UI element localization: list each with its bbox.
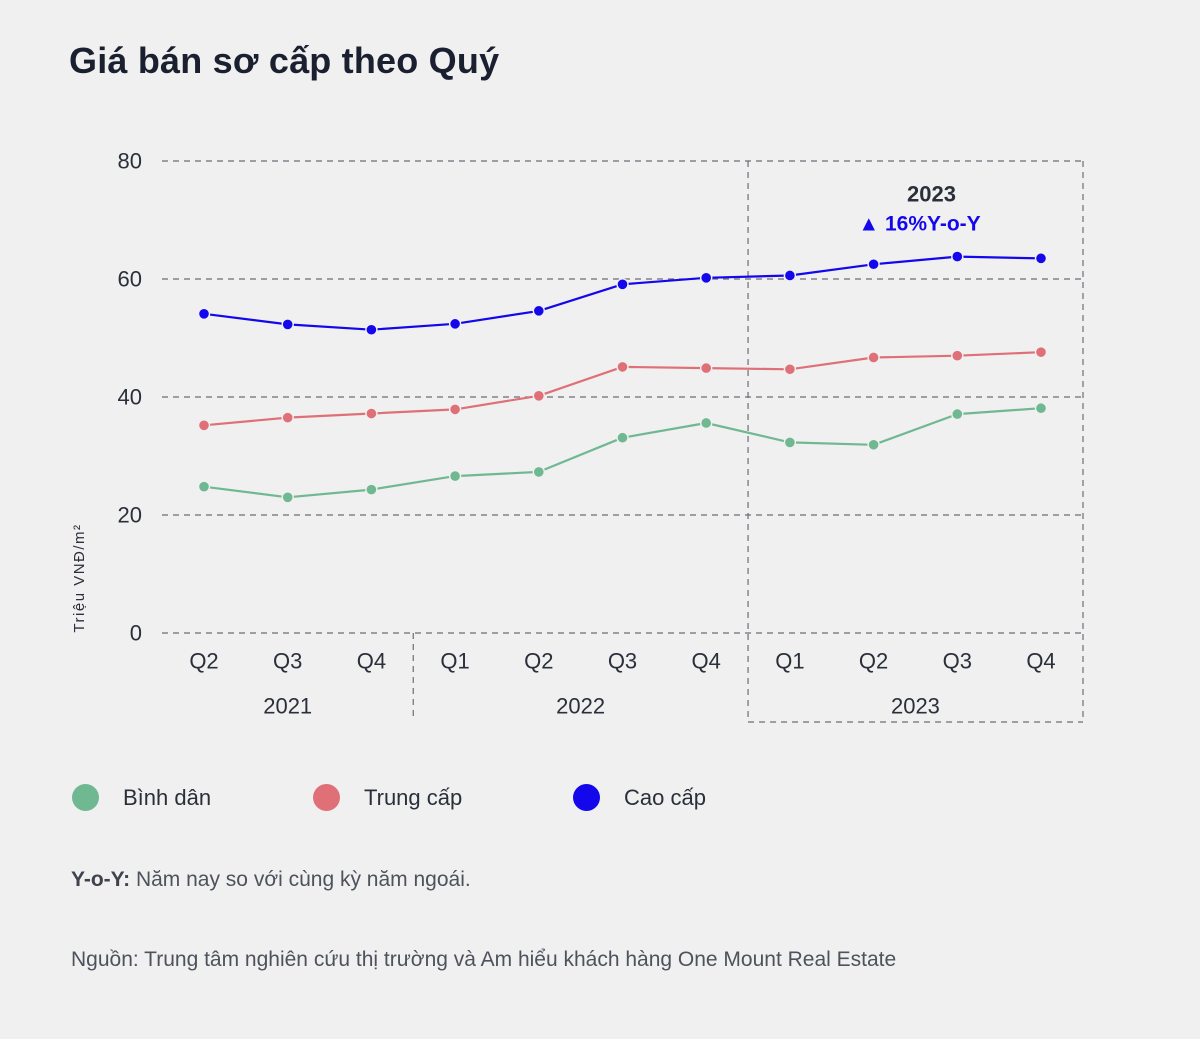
x-tick-label: Q1 (440, 649, 469, 674)
data-point (1034, 402, 1048, 415)
data-point (1034, 345, 1048, 359)
year-label-2021: 2021 (263, 694, 312, 719)
data-point (700, 361, 713, 375)
data-point (197, 480, 211, 493)
data-point (700, 416, 713, 430)
x-tick-label: Q2 (859, 649, 888, 674)
data-point (783, 269, 797, 282)
data-point (616, 278, 629, 291)
year-label-2023: 2023 (891, 694, 940, 719)
series-line-0 (203, 407, 1042, 499)
data-point (783, 363, 797, 376)
year-label-2022: 2022 (556, 694, 605, 719)
data-point (867, 351, 880, 364)
data-point (197, 307, 211, 321)
legend-marker-trung-cap (313, 784, 340, 811)
series-line-2 (203, 255, 1042, 331)
data-point (281, 318, 294, 331)
data-point (448, 469, 462, 483)
legend-marker-cao-cap (573, 784, 600, 811)
annotation-yoy: ▲ 16%Y-o-Y (858, 213, 980, 236)
data-point (700, 271, 713, 285)
yoy-note-label: Y-o-Y: (71, 868, 131, 891)
source-note: Nguồn: Trung tâm nghiên cứu thị trường v… (71, 948, 897, 971)
data-point (532, 389, 545, 403)
data-point (365, 407, 378, 420)
yoy-note: Y-o-Y: Năm nay so với cùng kỳ năm ngoái. (71, 868, 471, 892)
data-point (951, 407, 964, 421)
y-tick-label-20: 20 (118, 503, 142, 528)
y-tick-label-60: 60 (118, 267, 142, 292)
annotation-year: 2023 (907, 182, 956, 207)
legend-marker-binh-dan (72, 784, 99, 811)
yoy-note-text: Năm nay so với cùng kỳ năm ngoái. (130, 868, 471, 891)
data-point (532, 304, 545, 318)
legend-item-trung-cap[interactable]: Trung cấp (313, 784, 462, 811)
data-point (1034, 252, 1048, 265)
legend-label-binh-dan: Bình dân (123, 784, 212, 810)
legend-label-trung-cap: Trung cấp (364, 784, 463, 810)
x-tick-label: Q4 (692, 649, 721, 674)
data-point (281, 411, 294, 424)
y-tick-label-0: 0 (130, 621, 142, 646)
data-point (281, 491, 294, 504)
line-chart: 0 20 40 60 80 Triệu VNĐ/m² Q2 Q3 Q4 Q1 Q2 Q3 Q4 Q1 Q2 Q… (71, 149, 1084, 723)
legend-label-cao-cap: Cao cấp (624, 784, 706, 810)
x-tick-label: Q3 (273, 649, 302, 674)
data-point (448, 403, 462, 416)
data-point (951, 349, 964, 362)
data-point (616, 360, 629, 374)
y-tick-label-80: 80 (118, 149, 142, 174)
x-tick-label: Q1 (775, 649, 804, 674)
x-tick-label: Q4 (357, 649, 386, 674)
data-point (365, 483, 378, 496)
x-tick-label: Q3 (608, 649, 637, 674)
data-point (365, 323, 378, 336)
data-point (197, 419, 211, 432)
data-point (951, 250, 964, 263)
x-tick-label: Q3 (943, 649, 972, 674)
y-tick-label-40: 40 (118, 385, 142, 410)
chart-title: Giá bán sơ cấp theo Quý (69, 40, 500, 81)
legend-item-binh-dan[interactable]: Bình dân (72, 784, 211, 811)
x-tick-label: Q2 (189, 649, 218, 674)
data-point (448, 317, 462, 331)
legend-item-cao-cap[interactable]: Cao cấp (573, 784, 706, 811)
data-point (867, 438, 880, 451)
x-tick-label: Q4 (1026, 649, 1055, 674)
data-point (783, 436, 797, 449)
legend: Bình dân Trung cấp Cao cấp (0, 784, 1200, 820)
data-point (532, 465, 545, 479)
x-tick-label: Q2 (524, 649, 553, 674)
data-point (867, 258, 880, 271)
data-point (616, 431, 629, 444)
y-axis-label: Triệu VNĐ/m² (71, 523, 88, 632)
